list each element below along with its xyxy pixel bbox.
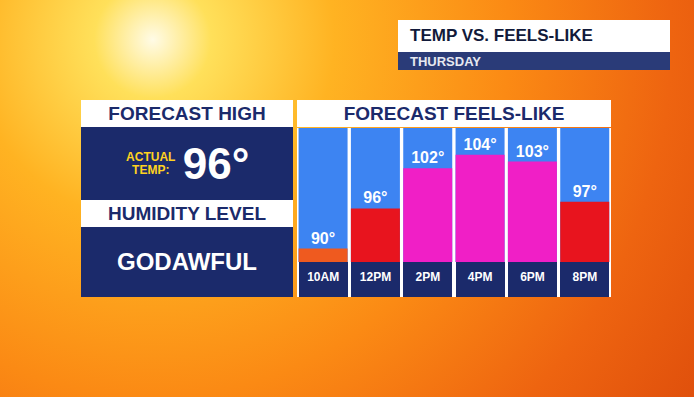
svg-text:96°: 96° [363,189,387,206]
svg-text:103°: 103° [516,143,549,160]
svg-text:2PM: 2PM [415,270,440,284]
svg-text:12PM: 12PM [360,270,391,284]
html-text:96°: 96° [182,138,250,188]
svg-text:102°: 102° [411,149,444,166]
html-text:FORECAST HIGH: FORECAST HIGH [108,102,266,124]
html-text:THURSDAY: THURSDAY [410,53,481,69]
svg-text:8PM: 8PM [572,270,597,284]
html-text:HUMIDITY LEVEL: HUMIDITY LEVEL [108,202,266,224]
html-text:TEMP VS. FEELS-LIKE: TEMP VS. FEELS-LIKE [410,26,593,45]
svg-text:4PM: 4PM [468,270,493,284]
svg-text:97°: 97° [573,183,597,200]
svg-text:90°: 90° [311,230,335,247]
html-text:FORECAST FEELS-LIKE: FORECAST FEELS-LIKE [343,102,565,124]
svg-text:6PM: 6PM [520,270,545,284]
svg-text:104°: 104° [464,136,497,153]
html-text:ACTUAL TEMP:: ACTUAL TEMP: [126,149,176,177]
svg-text:10AM: 10AM [307,270,339,284]
html-text:GODAWFUL: GODAWFUL [117,248,257,275]
